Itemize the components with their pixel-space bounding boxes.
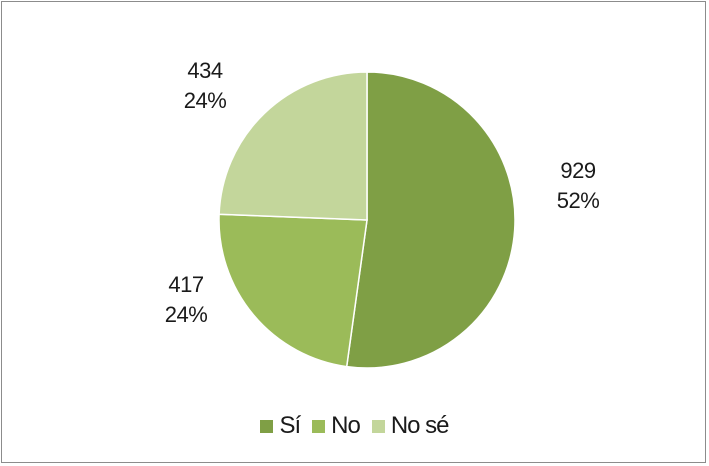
legend-item-no-se: No sé	[371, 412, 450, 440]
legend-swatch-no	[312, 419, 326, 433]
pie-slice-no-se	[218, 71, 368, 221]
data-label-value-no: 417	[168, 272, 203, 297]
legend-item-si: Sí	[260, 412, 301, 440]
pie-slice-si	[345, 71, 516, 369]
data-label-value-no-se: 434	[187, 58, 222, 83]
data-label-value-si: 929	[560, 158, 595, 183]
legend-swatch-no-se	[371, 419, 385, 433]
legend: Sí No No sé	[0, 412, 709, 440]
pie-slice-no	[218, 213, 368, 368]
data-label-percent-si: 52%	[557, 188, 600, 213]
legend-label-no-se: No sé	[390, 412, 450, 439]
legend-label-no: No	[331, 412, 361, 439]
data-label-percent-no-se: 24%	[184, 88, 227, 113]
data-labels: 929 52% 417 24% 434 24%	[165, 58, 600, 327]
legend-swatch-si	[260, 419, 274, 433]
pie-slices	[218, 71, 516, 369]
data-label-percent-no: 24%	[165, 302, 208, 327]
legend-item-no: No	[312, 412, 361, 440]
legend-label-si: Sí	[279, 412, 301, 439]
